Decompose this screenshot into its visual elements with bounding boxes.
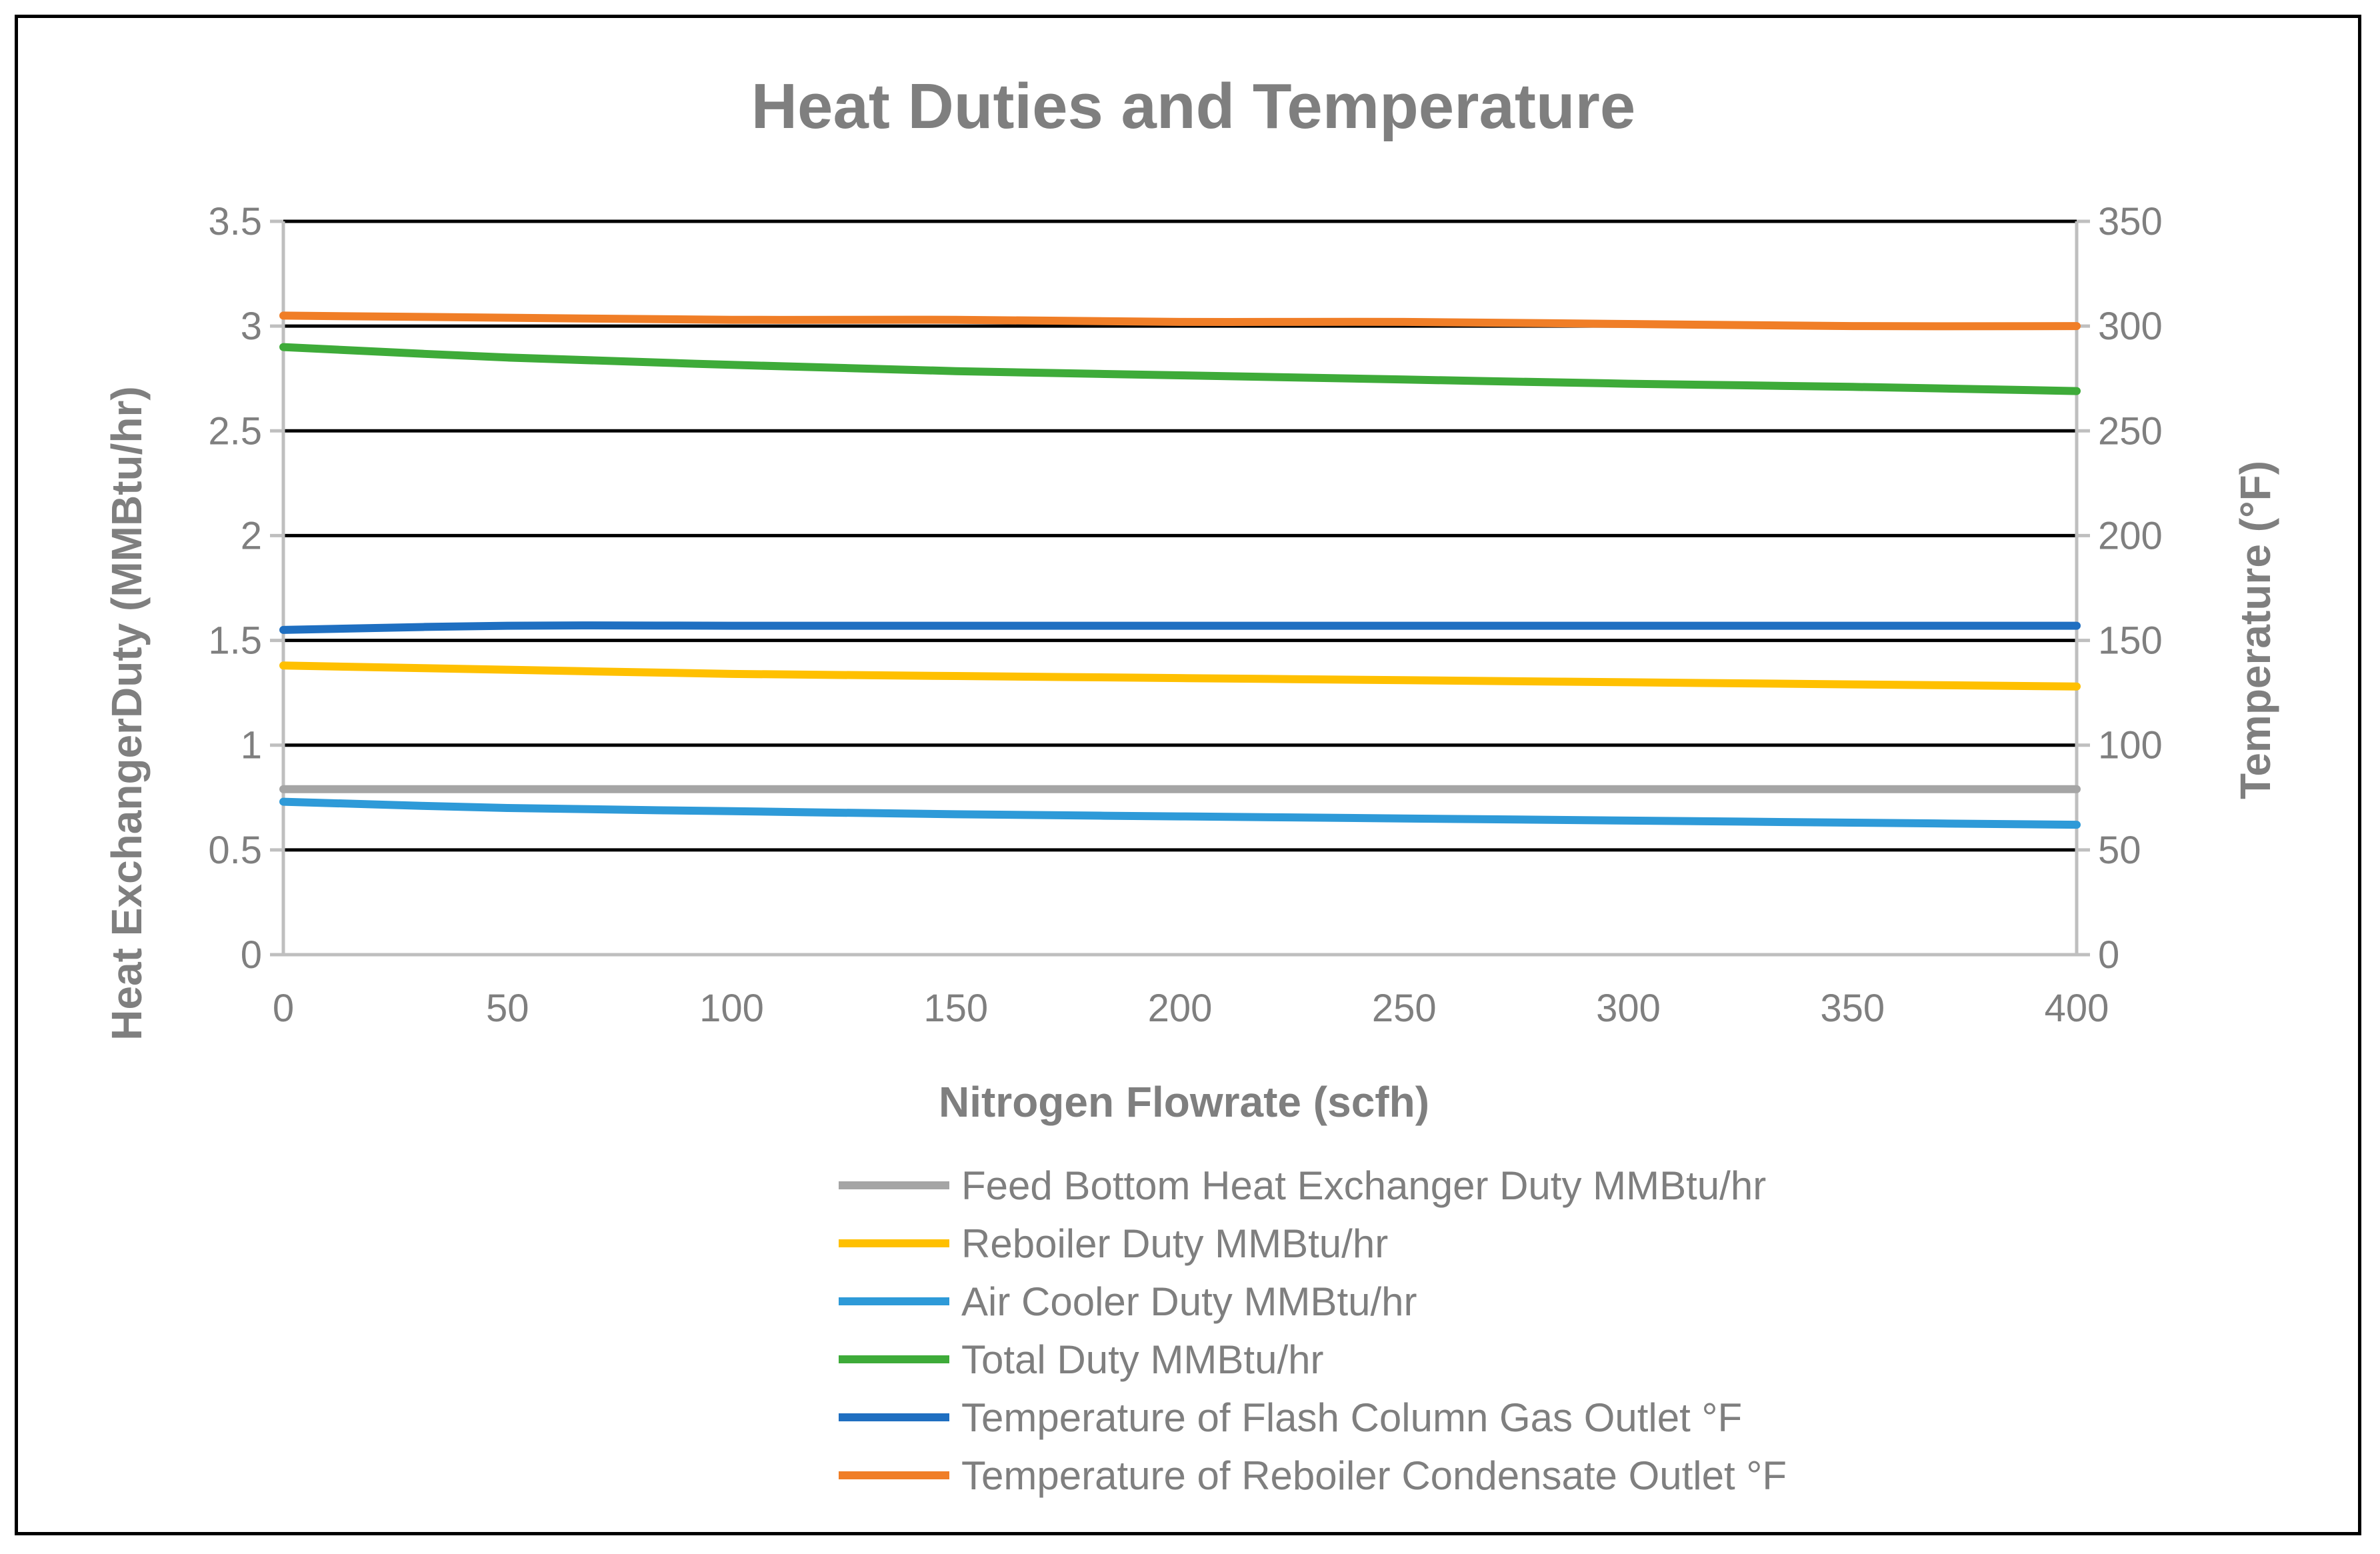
- series-line-4: [279, 621, 2081, 634]
- y2-tick-label-1: 50: [2098, 829, 2141, 872]
- y-tick-label-0: 0: [241, 933, 262, 977]
- x-tick-label-2: 100: [699, 987, 764, 1030]
- y-tick-label-2: 1: [241, 724, 262, 767]
- series-line-1: [279, 661, 2081, 691]
- legend-label-3: Total Duty MMBtu/hr: [961, 1337, 1324, 1382]
- y2-tick-label-4: 200: [2098, 514, 2163, 557]
- chart-frame: [15, 15, 2361, 1535]
- series-line-5: [279, 311, 2081, 331]
- y2-tick-label-2: 100: [2098, 724, 2163, 767]
- y-tick-label-7: 3.5: [208, 200, 262, 243]
- y2-tick-label-3: 150: [2098, 619, 2163, 663]
- legend-label-0: Feed Bottom Heat Exchanger Duty MMBtu/hr: [961, 1163, 1766, 1208]
- x-tick-label-1: 50: [486, 987, 529, 1030]
- series-line-2: [279, 797, 2081, 829]
- x-tick-label-8: 400: [2045, 987, 2109, 1030]
- x-tick-label-7: 350: [1820, 987, 1885, 1030]
- y-tick-label-6: 3: [241, 305, 262, 348]
- tick-labels: 0 0.5 1 1.5 2 2.5 3 3.5 0 50 100 150 200 250 300 350 0 50…: [208, 200, 2162, 1030]
- legend-label-5: Temperature of Reboiler Condensate Outle…: [961, 1453, 1787, 1498]
- y2-tick-label-7: 350: [2098, 200, 2163, 243]
- legend-label-2: Air Cooler Duty MMBtu/hr: [961, 1279, 1417, 1324]
- series-lines: [279, 311, 2081, 829]
- y-tick-label-1: 0.5: [208, 829, 262, 872]
- x-tick-label-6: 300: [1596, 987, 1661, 1030]
- x-axis-title: Nitrogen Flowrate (scfh): [939, 1078, 1429, 1126]
- legend-label-1: Reboiler Duty MMBtu/hr: [961, 1221, 1388, 1266]
- x-tick-label-3: 150: [923, 987, 988, 1030]
- y2-tick-label-0: 0: [2098, 933, 2119, 977]
- y-tick-label-3: 1.5: [208, 619, 262, 663]
- legend: Feed Bottom Heat Exchanger Duty MMBtu/hr…: [839, 1163, 1787, 1498]
- y2-axis-title: Temperature (°F): [2231, 461, 2279, 799]
- series-line-3: [279, 343, 2081, 395]
- y-axis-title: Heat ExchangerDuty (MMBtu/hr): [103, 386, 151, 1040]
- y2-tick-label-5: 250: [2098, 409, 2163, 453]
- x-tick-label-0: 0: [273, 987, 294, 1030]
- legend-label-4: Temperature of Flash Column Gas Outlet °…: [961, 1395, 1742, 1440]
- y2-tick-label-6: 300: [2098, 305, 2163, 348]
- chart-title: Heat Duties and Temperature: [751, 71, 1636, 142]
- x-tick-label-4: 200: [1148, 987, 1213, 1030]
- x-tick-label-5: 250: [1372, 987, 1437, 1030]
- y-tick-label-5: 2.5: [208, 409, 262, 453]
- axes: [270, 219, 2090, 957]
- y-tick-label-4: 2: [241, 514, 262, 557]
